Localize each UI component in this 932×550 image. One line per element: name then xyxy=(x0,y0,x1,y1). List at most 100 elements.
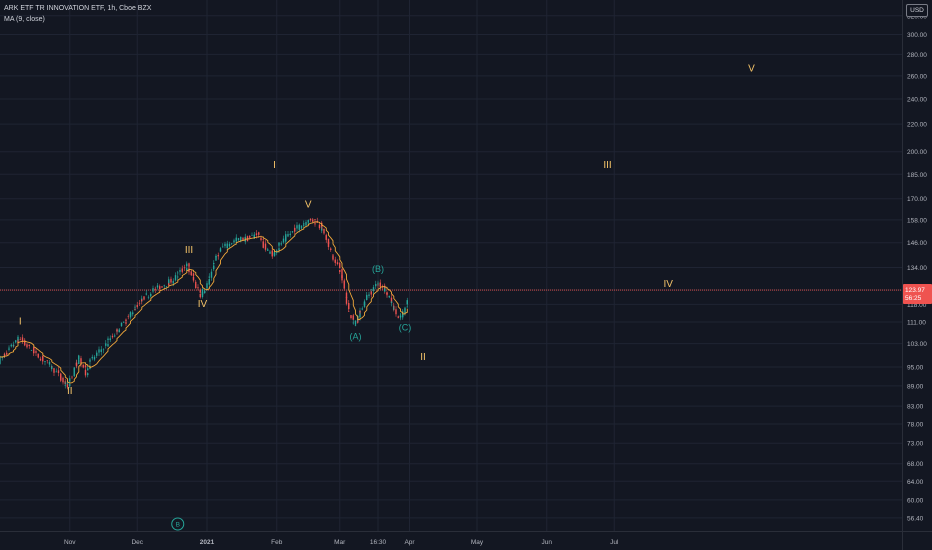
impulse-wave-label[interactable]: III xyxy=(185,245,193,256)
price-tick-label: 118.00 xyxy=(907,302,927,309)
event-marker-label: B xyxy=(176,522,180,529)
candle-body xyxy=(168,279,170,284)
price-tick-label: 64.00 xyxy=(907,479,924,486)
candle-body xyxy=(82,364,84,368)
symbol-title[interactable]: ARK ETF TR INNOVATION ETF, 1h, Cboe BZX xyxy=(4,5,152,12)
candle-body xyxy=(132,312,134,315)
candle-body xyxy=(359,311,361,313)
price-tick-label: 83.00 xyxy=(907,404,924,411)
candle-body xyxy=(370,289,372,290)
candle-body xyxy=(48,361,51,365)
candle-body xyxy=(163,285,165,287)
candle-body xyxy=(219,250,222,252)
currency-button[interactable]: USD xyxy=(906,4,928,17)
candle-body xyxy=(6,352,8,355)
impulse-wave-label[interactable]: V xyxy=(305,199,312,210)
impulse-wave-label[interactable]: IV xyxy=(198,299,208,310)
candle-body xyxy=(215,256,217,258)
candle-body xyxy=(64,385,66,386)
candle-body xyxy=(1,357,3,358)
impulse-wave-label[interactable]: III xyxy=(603,160,611,171)
impulse-wave-label[interactable]: I xyxy=(19,317,22,328)
time-tick-label: Mar xyxy=(334,539,346,546)
impulse-wave-label[interactable]: V xyxy=(748,63,755,74)
candle-body xyxy=(390,297,393,303)
candle-body xyxy=(289,233,291,236)
corrective-wave-label[interactable]: (B) xyxy=(372,264,384,274)
candle-body xyxy=(181,268,183,272)
candle-body xyxy=(161,286,163,288)
candle-body xyxy=(3,353,6,356)
candle-body xyxy=(325,235,327,240)
candle-body xyxy=(57,370,60,373)
candle-body xyxy=(107,344,109,347)
price-tick-label: 200.00 xyxy=(907,149,927,156)
candle-body xyxy=(219,248,222,251)
price-tick-label: 158.00 xyxy=(907,217,927,224)
candle-body xyxy=(78,355,80,360)
corrective-wave-label[interactable]: (C) xyxy=(399,322,412,332)
candle-body xyxy=(30,350,33,352)
candle-body xyxy=(165,286,168,287)
time-tick-label: Jul xyxy=(610,539,619,546)
candle-body xyxy=(87,373,89,376)
price-tick-label: 185.00 xyxy=(907,172,927,179)
candle-body xyxy=(102,349,105,351)
time-tick-label: 2021 xyxy=(200,539,215,546)
candle-body xyxy=(199,293,201,298)
candle-body xyxy=(330,248,332,251)
candle-body xyxy=(111,335,114,338)
candle-body xyxy=(298,224,300,230)
last-price-badge xyxy=(903,284,932,305)
candle-body xyxy=(197,287,199,289)
impulse-wave-label[interactable]: II xyxy=(420,352,426,363)
candle-body xyxy=(280,243,282,245)
candle-body xyxy=(125,319,127,322)
candle-body xyxy=(253,234,255,237)
candle-body xyxy=(224,243,226,247)
candle-body xyxy=(26,344,28,348)
candle-body xyxy=(78,359,80,363)
impulse-wave-label[interactable]: IV xyxy=(664,279,674,290)
event-marker-icon[interactable] xyxy=(171,517,185,531)
candle-body xyxy=(129,312,132,318)
candle-body xyxy=(152,288,154,292)
price-tick-label: 300.00 xyxy=(907,32,927,39)
candle-body xyxy=(98,349,100,353)
candle-body xyxy=(384,288,386,292)
candle-body xyxy=(399,316,402,318)
candle-body xyxy=(46,360,48,361)
candle-body xyxy=(138,302,141,304)
candle-body xyxy=(318,224,321,227)
candle-body xyxy=(62,377,64,383)
time-tick-label: May xyxy=(471,539,484,546)
candle-body xyxy=(287,234,289,237)
candle-body xyxy=(66,383,69,384)
price-tick-label: 220.00 xyxy=(907,122,927,129)
last-price-value: 123.97 xyxy=(905,287,925,294)
candle-body xyxy=(105,343,107,346)
indicator-title[interactable]: MA (9, close) xyxy=(4,16,45,23)
candle-body xyxy=(8,347,10,349)
impulse-wave-label[interactable]: II xyxy=(67,386,73,397)
candle-body xyxy=(345,296,348,304)
candle-body xyxy=(314,219,316,221)
corrective-wave-label[interactable]: (A) xyxy=(350,331,362,341)
candle-body xyxy=(348,310,350,312)
candle-body xyxy=(17,339,19,340)
price-tick-label: 103.00 xyxy=(907,341,927,348)
candle-body xyxy=(231,243,233,244)
candle-body xyxy=(381,287,384,289)
candle-body xyxy=(199,289,201,293)
candle-body xyxy=(386,292,388,295)
price-tick-label: 146.00 xyxy=(907,240,927,247)
candle-body xyxy=(78,362,80,365)
candle-body xyxy=(312,219,314,222)
candle-body xyxy=(201,288,204,296)
candle-body xyxy=(188,263,190,267)
candle-body xyxy=(370,291,372,295)
candle-body xyxy=(262,239,264,240)
impulse-wave-label[interactable]: I xyxy=(273,160,276,171)
candle-body xyxy=(307,220,309,223)
